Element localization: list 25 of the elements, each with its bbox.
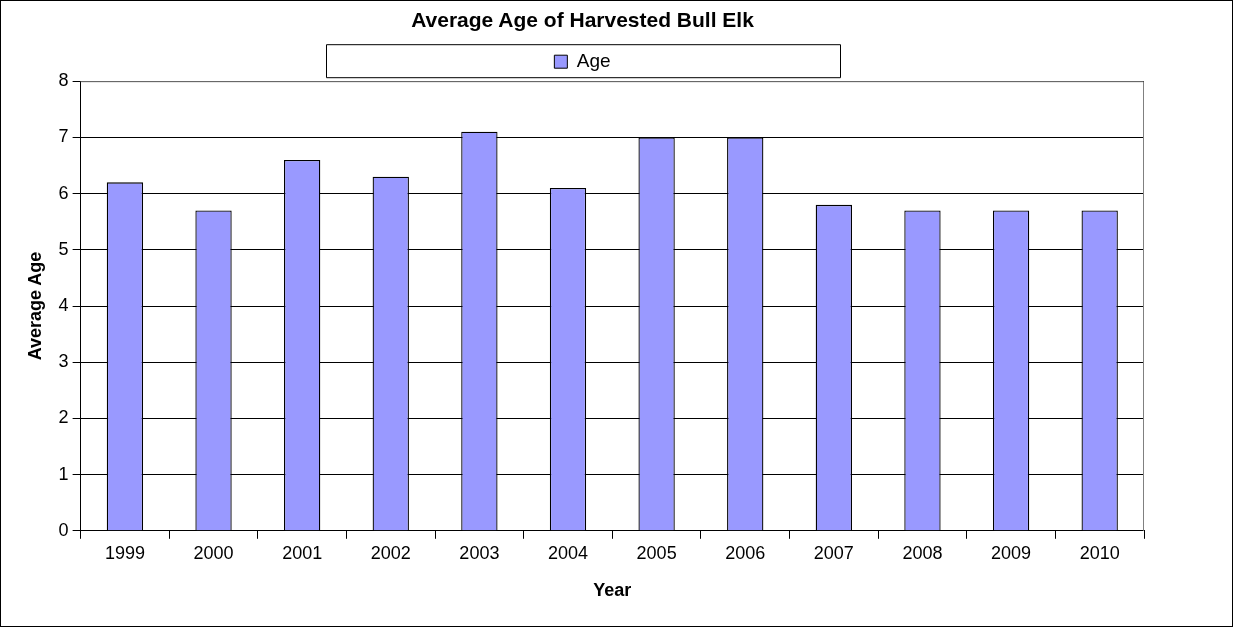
x-tick-label: 2010	[1079, 542, 1120, 563]
x-tick-label: 2008	[902, 542, 943, 563]
y-tick-label: 0	[58, 519, 69, 540]
x-tick-label: 2005	[636, 542, 677, 563]
y-tick-label: 5	[58, 238, 69, 259]
y-tick-label: 8	[58, 70, 69, 91]
x-tick-label: 1999	[104, 542, 145, 563]
x-tick-label: 2007	[813, 542, 854, 563]
y-tick-label: 4	[58, 294, 69, 315]
x-tick-label: 2001	[282, 542, 323, 563]
y-tick-label: 2	[58, 407, 69, 428]
x-tick-label: 2006	[725, 542, 766, 563]
x-axis-title: Year	[593, 580, 632, 601]
y-tick-label: 6	[58, 182, 69, 203]
y-tick-label: 3	[58, 351, 69, 372]
chart-title: Average Age of Harvested Bull Elk	[411, 8, 755, 32]
y-tick-label: 7	[58, 126, 69, 147]
y-axis-title: Average Age	[24, 251, 45, 361]
legend-label: Age	[576, 49, 611, 71]
y-tick-label: 1	[58, 463, 69, 484]
x-tick-label: 2009	[991, 542, 1032, 563]
x-tick-label: 2002	[370, 542, 411, 563]
x-tick-label: 2003	[459, 542, 500, 563]
x-tick-label: 2000	[193, 542, 234, 563]
x-tick-label: 2004	[547, 542, 589, 563]
